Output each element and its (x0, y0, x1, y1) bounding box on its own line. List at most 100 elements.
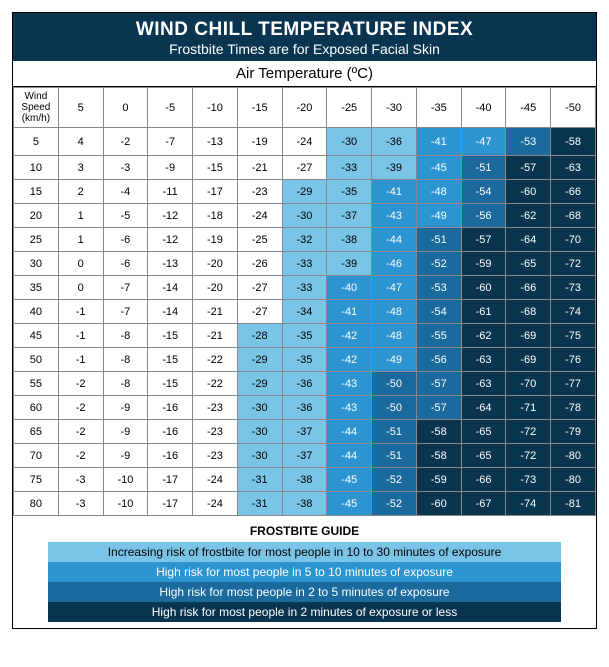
table-row: 55-2-8-15-22-29-36-43-50-57-63-70-77 (14, 372, 596, 396)
wind-chill-cell: -67 (461, 492, 506, 516)
wind-speed-header: 75 (14, 468, 59, 492)
chart-subtitle: Frostbite Times are for Exposed Facial S… (13, 41, 596, 57)
wind-chill-cell: -63 (461, 372, 506, 396)
wind-speed-header: 15 (14, 180, 59, 204)
wind-chill-cell: -14 (148, 276, 193, 300)
wind-chill-cell: -60 (461, 276, 506, 300)
wind-speed-header: 20 (14, 204, 59, 228)
wind-chill-cell: -44 (372, 228, 417, 252)
wind-chill-cell: -18 (193, 204, 238, 228)
wind-chill-cell: -23 (237, 180, 282, 204)
wind-chill-cell: -63 (461, 348, 506, 372)
wind-chill-cell: -10 (103, 468, 148, 492)
wind-chill-cell: 1 (58, 228, 103, 252)
wind-chill-cell: -14 (148, 300, 193, 324)
legend-row: High risk for most people in 2 to 5 minu… (48, 582, 561, 602)
wind-chill-cell: -49 (372, 348, 417, 372)
wind-chill-cell: -66 (461, 468, 506, 492)
wind-chill-cell: -73 (506, 468, 551, 492)
wind-chill-cell: 2 (58, 180, 103, 204)
wind-chill-cell: -17 (193, 180, 238, 204)
wind-speed-header: 40 (14, 300, 59, 324)
wind-chill-cell: 3 (58, 156, 103, 180)
wind-chill-cell: -53 (506, 128, 551, 156)
wind-chill-cell: -45 (416, 156, 461, 180)
wind-chill-cell: -24 (193, 468, 238, 492)
wind-chill-cell: -37 (282, 444, 327, 468)
table-row: 350-7-14-20-27-33-40-47-53-60-66-73 (14, 276, 596, 300)
wind-chill-cell: -58 (416, 444, 461, 468)
wind-chill-cell: -2 (58, 396, 103, 420)
wind-chill-cell: -38 (327, 228, 372, 252)
wind-chill-cell: -26 (237, 252, 282, 276)
table-row: 50-1-8-15-22-29-35-42-49-56-63-69-76 (14, 348, 596, 372)
wind-chill-cell: -13 (148, 252, 193, 276)
table-row: 75-3-10-17-24-31-38-45-52-59-66-73-80 (14, 468, 596, 492)
legend-row: High risk for most people in 2 minutes o… (48, 602, 561, 622)
wind-chill-cell: -1 (58, 300, 103, 324)
wind-chill-cell: -7 (103, 300, 148, 324)
wind-chill-cell: -55 (416, 324, 461, 348)
wind-chill-cell: -15 (148, 372, 193, 396)
wind-chill-cell: -4 (103, 180, 148, 204)
wind-chill-cell: -20 (193, 276, 238, 300)
wind-chill-cell: -56 (461, 204, 506, 228)
wind-chill-cell: -23 (193, 420, 238, 444)
wind-chill-cell: -65 (506, 252, 551, 276)
wind-chill-cell: -44 (327, 420, 372, 444)
air-temp-header: -25 (327, 88, 372, 128)
frostbite-guide-title: FROSTBITE GUIDE (13, 516, 596, 542)
wind-chill-cell: -3 (58, 492, 103, 516)
wind-chill-cell: -6 (103, 252, 148, 276)
wind-chill-cell: -80 (551, 444, 596, 468)
wind-chill-cell: -10 (103, 492, 148, 516)
wind-chill-cell: -29 (237, 372, 282, 396)
wind-chill-cell: -19 (193, 228, 238, 252)
wind-chill-cell: -58 (416, 420, 461, 444)
wind-chill-cell: -27 (237, 300, 282, 324)
wind-chill-cell: 0 (58, 252, 103, 276)
wind-chill-cell: -45 (327, 492, 372, 516)
table-row: 300-6-13-20-26-33-39-46-52-59-65-72 (14, 252, 596, 276)
wind-chill-cell: -60 (506, 180, 551, 204)
wind-chill-cell: -8 (103, 348, 148, 372)
wind-chill-cell: -34 (282, 300, 327, 324)
table-row: 54-2-7-13-19-24-30-36-41-47-53-58 (14, 128, 596, 156)
wind-chill-cell: -17 (148, 468, 193, 492)
wind-chill-cell: -38 (282, 468, 327, 492)
wind-chill-cell: -68 (551, 204, 596, 228)
wind-chill-cell: -11 (148, 180, 193, 204)
wind-chill-cell: -35 (282, 348, 327, 372)
wind-chill-cell: -81 (551, 492, 596, 516)
table-row: 152-4-11-17-23-29-35-41-48-54-60-66 (14, 180, 596, 204)
air-temp-header: -35 (416, 88, 461, 128)
chart-title: WIND CHILL TEMPERATURE INDEX (13, 19, 596, 41)
air-temp-header: -15 (237, 88, 282, 128)
wind-chill-cell: -58 (551, 128, 596, 156)
wind-chill-table: Wind Speed (km/h) 50-5-10-15-20-25-30-35… (13, 87, 596, 516)
wind-chill-cell: -64 (461, 396, 506, 420)
table-row: 60-2-9-16-23-30-36-43-50-57-64-71-78 (14, 396, 596, 420)
table-header-row: Wind Speed (km/h) 50-5-10-15-20-25-30-35… (14, 88, 596, 128)
wind-chill-cell: -24 (282, 128, 327, 156)
wind-chill-cell: -33 (282, 276, 327, 300)
table-row: 201-5-12-18-24-30-37-43-49-56-62-68 (14, 204, 596, 228)
wind-chill-cell: -74 (551, 300, 596, 324)
wind-chill-cell: -73 (551, 276, 596, 300)
wind-chill-cell: -51 (372, 444, 417, 468)
wind-chill-cell: -37 (327, 204, 372, 228)
wind-chill-cell: -31 (237, 492, 282, 516)
wind-chill-cell: -31 (237, 468, 282, 492)
wind-chill-cell: -12 (148, 204, 193, 228)
wind-chill-cell: -27 (237, 276, 282, 300)
wind-chill-cell: -43 (327, 396, 372, 420)
chart-header: WIND CHILL TEMPERATURE INDEX Frostbite T… (13, 13, 596, 61)
wind-chill-cell: -71 (506, 396, 551, 420)
wind-chill-cell: -42 (327, 324, 372, 348)
wind-chill-cell: -27 (282, 156, 327, 180)
wind-chill-cell: -30 (237, 444, 282, 468)
wind-chill-cell: 1 (58, 204, 103, 228)
wind-chill-cell: -59 (416, 468, 461, 492)
wind-chill-cell: -21 (237, 156, 282, 180)
wind-chill-cell: -70 (551, 228, 596, 252)
